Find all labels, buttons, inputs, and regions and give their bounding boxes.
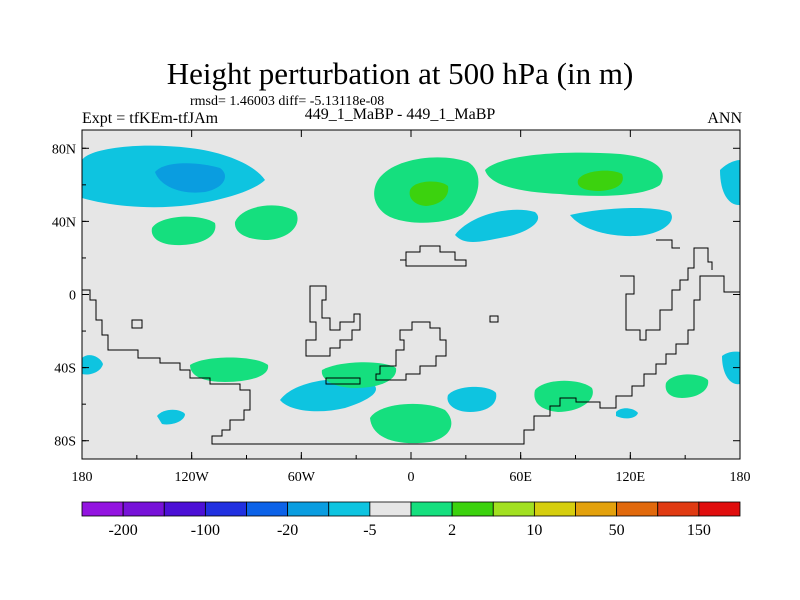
colorbar-swatch — [81, 501, 124, 517]
anomaly-south-africa — [370, 403, 452, 444]
anomaly-north-atlantic-east — [720, 160, 740, 206]
x-tick-label: 60E — [509, 470, 532, 485]
anomaly-south-pacific-west — [82, 355, 103, 375]
colorbar-swatch — [533, 501, 576, 517]
x-tick-label: 0 — [408, 470, 415, 485]
y-tick-label: 80S — [54, 435, 76, 450]
colorbar-swatch — [204, 501, 247, 517]
anomaly-pacific-midlat — [570, 208, 672, 237]
cases-label: 449_1_MaBP - 449_1_MaBP — [304, 106, 496, 123]
colorbar-swatch — [492, 501, 535, 517]
colorbar-swatch — [698, 501, 741, 517]
colorbar-swatch — [246, 501, 289, 517]
anomaly-south-pacific-small — [157, 409, 185, 425]
colorbar-swatch — [163, 501, 206, 517]
colorbar-swatch — [287, 501, 330, 517]
colorbar-swatch — [328, 501, 371, 517]
colorbar-label: 150 — [687, 522, 711, 539]
x-tick-label: 60W — [288, 470, 316, 485]
colorbar-label: 2 — [448, 522, 456, 539]
chart-title: Height perturbation at 500 hPa (in m) — [166, 56, 634, 91]
anomaly-siberia-core — [577, 170, 623, 191]
x-axis: 180 120W 60W 0 60E 120E 180 — [72, 130, 751, 485]
colorbar-label: -100 — [191, 522, 220, 539]
colorbar-label: -5 — [363, 522, 376, 539]
colorbar-label: 10 — [526, 522, 542, 539]
coastlines — [82, 239, 740, 445]
x-tick-label: 180 — [730, 470, 751, 485]
stats-label: rmsd= 1.46003 diff= -5.13118e-08 — [190, 94, 385, 109]
anomaly-south-east-pacific — [722, 351, 740, 385]
colorbar-swatch — [369, 501, 412, 517]
anomaly-south-small-120e — [616, 408, 638, 419]
colorbar: -200 -100 -20 -5 2 10 50 150 — [81, 501, 741, 539]
colorbar-label: -20 — [277, 522, 298, 539]
anomaly-south-indian — [447, 386, 497, 412]
colorbar-swatch — [122, 501, 165, 517]
anomaly-south-australia — [665, 374, 709, 398]
x-tick-label: 120E — [616, 470, 646, 485]
anomaly-south-indian-east — [534, 380, 593, 412]
anomaly-south-pacific-1 — [190, 357, 269, 382]
experiment-label: Expt = tfKEm-tfJAm — [82, 110, 219, 127]
anomaly-pacific-north-2 — [234, 205, 298, 240]
anomaly-europe-core — [409, 181, 449, 206]
y-axis: 80N 40N 0 40S 80S — [52, 142, 740, 450]
y-tick-label: 0 — [69, 289, 76, 304]
x-tick-label: 180 — [72, 470, 93, 485]
y-tick-label: 80N — [52, 142, 76, 157]
anomaly-pacific-north-1 — [151, 216, 216, 246]
colorbar-label: 50 — [609, 522, 625, 539]
colorbar-swatch — [575, 501, 618, 517]
y-tick-label: 40N — [52, 215, 76, 230]
colorbar-swatch — [451, 501, 494, 517]
anomaly-south-america — [321, 362, 397, 388]
y-tick-label: 40S — [54, 362, 76, 377]
colorbar-swatch — [657, 501, 700, 517]
anomaly-nw-pacific-core — [155, 163, 225, 193]
x-tick-label: 120W — [175, 470, 210, 485]
colorbar-swatch — [616, 501, 659, 517]
colorbar-label: -200 — [108, 522, 137, 539]
colorbar-swatch — [410, 501, 453, 517]
season-label: ANN — [707, 110, 742, 127]
anomaly-asia-midlat — [455, 209, 539, 243]
